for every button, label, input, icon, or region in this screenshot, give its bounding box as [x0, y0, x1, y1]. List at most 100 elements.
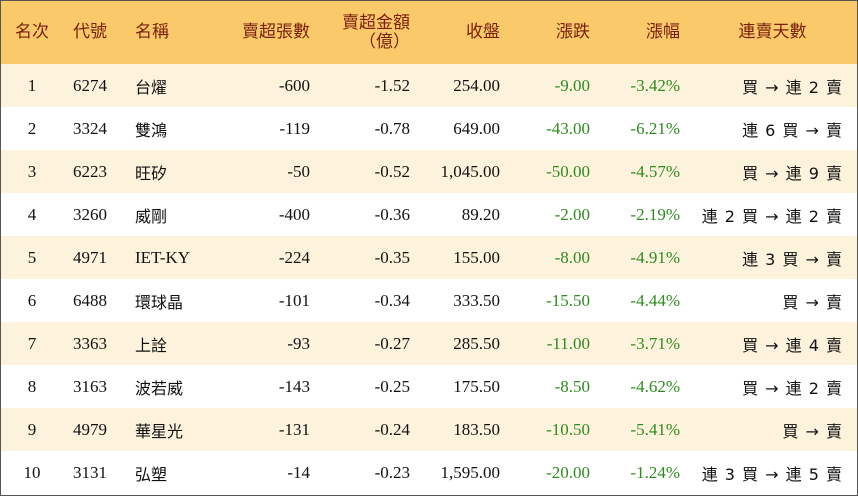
cell-sell-lots: -143 [278, 376, 310, 396]
cell-sell-amount: -0.25 [374, 376, 410, 396]
cell-close: 285.50 [453, 333, 500, 353]
cell-code: 4971 [73, 247, 107, 267]
cell-code: 3363 [73, 333, 107, 353]
cell-change: -9.00 [554, 75, 590, 95]
cell-close: 1,595.00 [440, 462, 501, 482]
cell-change-pct: -4.44% [630, 290, 680, 310]
cell-change-pct: -6.21% [630, 118, 680, 138]
cell-change: -10.50 [546, 419, 590, 439]
cell-name: 台燿 [135, 77, 168, 97]
cell-days: 連 3 買 → 賣 [742, 249, 843, 269]
cell-sell-amount: -0.36 [374, 204, 410, 224]
cell-rank: 2 [27, 118, 37, 138]
cell-sell-amount: -0.52 [374, 161, 410, 181]
header-days: 連賣天數 [738, 22, 807, 42]
header-row: 名次 代號 名稱 賣超張數 賣超金額 （億） 收盤 漲跌 漲幅 連賣天數 [1, 1, 857, 64]
cell-code: 3131 [73, 462, 107, 482]
cell-days: 連 6 買 → 賣 [742, 120, 843, 140]
cell-sell-lots: -93 [287, 333, 310, 353]
cell-rank: 4 [27, 204, 37, 224]
cell-rank: 10 [23, 462, 41, 482]
header-sell-lots: 賣超張數 [242, 22, 310, 42]
cell-change: -8.00 [554, 247, 590, 267]
cell-code: 6274 [73, 75, 107, 95]
cell-change-pct: -4.62% [630, 376, 680, 396]
cell-rank: 5 [27, 247, 37, 267]
cell-change: -2.00 [554, 204, 590, 224]
cell-name: 華星光 [135, 421, 184, 441]
cell-days: 買 → 連 2 賣 [742, 77, 843, 97]
cell-rank: 9 [27, 419, 37, 439]
table-row: 8 3163 波若威 -143 -0.25 175.50 -8.50 -4.62… [1, 365, 857, 408]
cell-change-pct: -3.42% [630, 75, 680, 95]
cell-close: 175.50 [453, 376, 500, 396]
header-sell-amount-line1: 賣超金額 [342, 12, 410, 33]
cell-close: 155.00 [453, 247, 500, 267]
cell-days: 買 → 賣 [782, 421, 843, 441]
cell-code: 4979 [73, 419, 107, 439]
cell-days: 買 → 連 2 賣 [742, 378, 843, 398]
cell-change-pct: -2.19% [630, 204, 680, 224]
cell-name: IET-KY [135, 247, 191, 267]
cell-name: 旺矽 [135, 163, 168, 183]
table-row: 10 3131 弘塑 -14 -0.23 1,595.00 -20.00 -1.… [1, 451, 857, 494]
cell-change-pct: -4.91% [630, 247, 680, 267]
cell-days: 連 3 買 → 連 5 賣 [701, 464, 843, 484]
cell-rank: 3 [27, 161, 37, 181]
cell-name: 威剛 [135, 206, 168, 226]
cell-close: 254.00 [453, 75, 500, 95]
cell-change: -11.00 [546, 333, 590, 353]
table-row: 5 4971 IET-KY -224 -0.35 155.00 -8.00 -4… [1, 236, 857, 279]
table-row: 2 3324 雙鴻 -119 -0.78 649.00 -43.00 -6.21… [1, 107, 857, 150]
header-close: 收盤 [466, 22, 500, 42]
cell-sell-lots: -50 [287, 161, 310, 181]
cell-name: 環球晶 [135, 292, 184, 312]
cell-code: 3260 [73, 204, 107, 224]
cell-name: 弘塑 [135, 464, 168, 484]
table-row: 3 6223 旺矽 -50 -0.52 1,045.00 -50.00 -4.5… [1, 150, 857, 193]
table-row: 7 3363 上詮 -93 -0.27 285.50 -11.00 -3.71%… [1, 322, 857, 365]
cell-code: 3163 [73, 376, 107, 396]
header-sell-amount-line2: （億） [359, 31, 410, 52]
cell-sell-amount: -0.34 [374, 290, 410, 310]
cell-change: -8.50 [554, 376, 590, 396]
cell-change: -50.00 [546, 161, 590, 181]
cell-sell-lots: -224 [278, 247, 310, 267]
cell-name: 上詮 [135, 335, 168, 355]
cell-change-pct: -1.24% [630, 462, 680, 482]
cell-sell-amount: -0.23 [374, 462, 410, 482]
cell-sell-amount: -0.78 [374, 118, 410, 138]
cell-rank: 6 [27, 290, 37, 310]
cell-sell-lots: -101 [278, 290, 310, 310]
cell-rank: 8 [27, 376, 37, 396]
cell-close: 89.20 [461, 204, 500, 224]
cell-rank: 1 [27, 75, 37, 95]
cell-name: 波若威 [135, 378, 184, 398]
cell-sell-lots: -14 [287, 462, 310, 482]
cell-close: 333.50 [453, 290, 500, 310]
cell-rank: 7 [27, 333, 37, 353]
cell-close: 649.00 [453, 118, 500, 138]
header-change: 漲跌 [556, 22, 590, 42]
cell-close: 1,045.00 [440, 161, 501, 181]
header-code: 代號 [73, 22, 107, 42]
cell-sell-amount: -0.24 [374, 419, 410, 439]
cell-sell-lots: -119 [279, 118, 310, 138]
cell-days: 買 → 連 9 賣 [742, 163, 843, 183]
cell-code: 3324 [73, 118, 107, 138]
cell-change: -43.00 [546, 118, 590, 138]
cell-days: 買 → 賣 [782, 292, 843, 312]
cell-code: 6488 [73, 290, 107, 310]
cell-sell-amount: -0.35 [374, 247, 410, 267]
header-change-pct: 漲幅 [646, 22, 680, 42]
cell-sell-lots: -131 [278, 419, 310, 439]
cell-sell-amount: -0.27 [374, 333, 410, 353]
cell-change-pct: -3.71% [630, 333, 680, 353]
cell-sell-lots: -400 [278, 204, 310, 224]
table-row: 6 6488 環球晶 -101 -0.34 333.50 -15.50 -4.4… [1, 279, 857, 322]
cell-days: 連 2 買 → 連 2 賣 [701, 206, 843, 226]
cell-change: -20.00 [546, 462, 590, 482]
table-row: 1 6274 台燿 -600 -1.52 254.00 -9.00 -3.42%… [1, 64, 857, 107]
